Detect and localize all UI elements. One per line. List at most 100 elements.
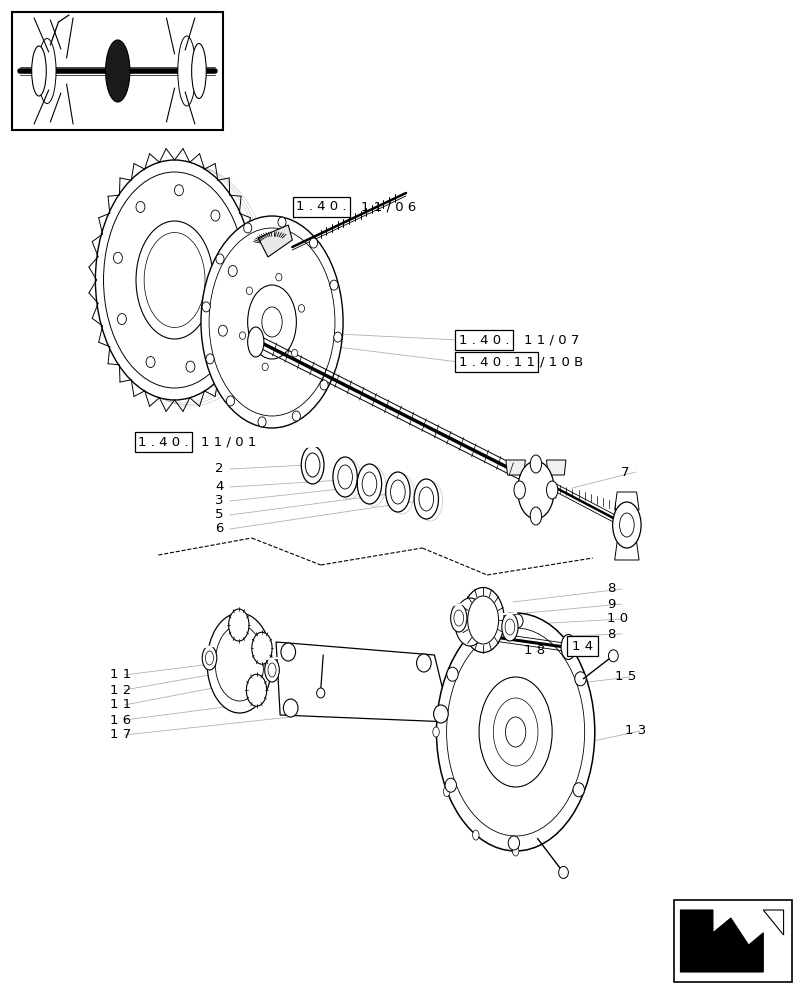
Ellipse shape — [201, 216, 342, 428]
Text: 1 8: 1 8 — [523, 644, 544, 656]
Ellipse shape — [309, 238, 317, 248]
Polygon shape — [614, 542, 638, 560]
Text: / 1 0 B: / 1 0 B — [539, 356, 582, 368]
Ellipse shape — [414, 479, 438, 519]
Text: 1 0: 1 0 — [607, 612, 628, 626]
Ellipse shape — [418, 487, 433, 511]
Text: 1 . 4 0 .: 1 . 4 0 . — [138, 436, 188, 448]
Ellipse shape — [191, 43, 206, 99]
Ellipse shape — [443, 786, 449, 796]
Bar — [673, 900, 791, 982]
Ellipse shape — [178, 36, 195, 106]
Ellipse shape — [276, 273, 281, 281]
Ellipse shape — [357, 464, 381, 504]
Text: 6: 6 — [215, 522, 223, 536]
Polygon shape — [505, 460, 525, 475]
Ellipse shape — [114, 252, 122, 263]
Ellipse shape — [135, 221, 212, 339]
Text: 4: 4 — [215, 481, 223, 493]
Text: 1 7: 1 7 — [109, 728, 131, 742]
Ellipse shape — [611, 502, 641, 548]
Text: 1 . 4 0 .: 1 . 4 0 . — [296, 200, 346, 214]
Text: 7: 7 — [620, 466, 629, 479]
Ellipse shape — [216, 254, 224, 264]
Ellipse shape — [385, 472, 410, 512]
Ellipse shape — [174, 185, 183, 196]
Ellipse shape — [243, 223, 251, 233]
Ellipse shape — [390, 480, 405, 504]
Ellipse shape — [504, 717, 526, 747]
Ellipse shape — [301, 446, 324, 484]
Polygon shape — [614, 492, 638, 510]
Ellipse shape — [246, 287, 252, 295]
Polygon shape — [546, 460, 565, 475]
Ellipse shape — [316, 688, 324, 698]
Ellipse shape — [450, 604, 466, 632]
Polygon shape — [258, 225, 292, 257]
Ellipse shape — [416, 654, 431, 672]
Ellipse shape — [461, 587, 504, 652]
Ellipse shape — [574, 672, 586, 686]
Ellipse shape — [453, 610, 463, 626]
Text: 1 1: 1 1 — [109, 668, 131, 682]
Ellipse shape — [320, 380, 328, 390]
Ellipse shape — [277, 217, 285, 227]
Ellipse shape — [433, 705, 448, 723]
Text: 8: 8 — [607, 582, 615, 595]
Ellipse shape — [262, 363, 268, 371]
Ellipse shape — [215, 625, 264, 701]
Text: 1 1: 1 1 — [109, 698, 131, 712]
Ellipse shape — [432, 727, 439, 737]
Ellipse shape — [291, 349, 298, 357]
Ellipse shape — [281, 643, 295, 661]
Text: 5: 5 — [215, 508, 223, 522]
Ellipse shape — [239, 332, 245, 339]
Bar — [12, 12, 223, 130]
Ellipse shape — [337, 465, 352, 489]
Ellipse shape — [246, 674, 266, 706]
Ellipse shape — [619, 513, 633, 537]
Text: 1 1 / 0 1: 1 1 / 0 1 — [201, 436, 256, 448]
Bar — [566, 636, 597, 656]
Ellipse shape — [229, 609, 249, 641]
Ellipse shape — [444, 778, 456, 792]
Ellipse shape — [333, 457, 357, 497]
Ellipse shape — [268, 663, 276, 677]
Ellipse shape — [186, 361, 195, 372]
Ellipse shape — [118, 314, 127, 325]
Ellipse shape — [478, 677, 551, 787]
Ellipse shape — [202, 646, 217, 670]
Ellipse shape — [226, 396, 234, 406]
Ellipse shape — [228, 266, 237, 277]
Polygon shape — [276, 642, 450, 722]
Ellipse shape — [333, 332, 341, 342]
Text: 1 1 / 0 6: 1 1 / 0 6 — [361, 200, 416, 214]
Ellipse shape — [207, 613, 272, 713]
Ellipse shape — [258, 417, 266, 427]
Polygon shape — [680, 910, 762, 972]
Ellipse shape — [32, 46, 46, 96]
Ellipse shape — [504, 619, 514, 635]
Ellipse shape — [530, 507, 541, 525]
Ellipse shape — [305, 453, 320, 477]
Text: 1 2: 1 2 — [109, 684, 131, 696]
Ellipse shape — [530, 455, 541, 473]
Text: 1 6: 1 6 — [109, 714, 131, 726]
Text: 1 4: 1 4 — [571, 640, 592, 652]
Ellipse shape — [135, 201, 144, 212]
Ellipse shape — [607, 650, 617, 662]
Ellipse shape — [146, 357, 155, 368]
Ellipse shape — [511, 614, 522, 628]
Ellipse shape — [446, 667, 457, 681]
Ellipse shape — [508, 836, 519, 850]
Ellipse shape — [202, 302, 210, 312]
Ellipse shape — [436, 613, 594, 851]
Ellipse shape — [329, 280, 337, 290]
Ellipse shape — [573, 783, 584, 797]
Polygon shape — [762, 910, 783, 935]
Text: 1 . 4 0 .: 1 . 4 0 . — [458, 334, 508, 347]
Ellipse shape — [218, 325, 227, 336]
Ellipse shape — [546, 481, 557, 499]
Ellipse shape — [298, 305, 304, 312]
Ellipse shape — [105, 40, 130, 102]
